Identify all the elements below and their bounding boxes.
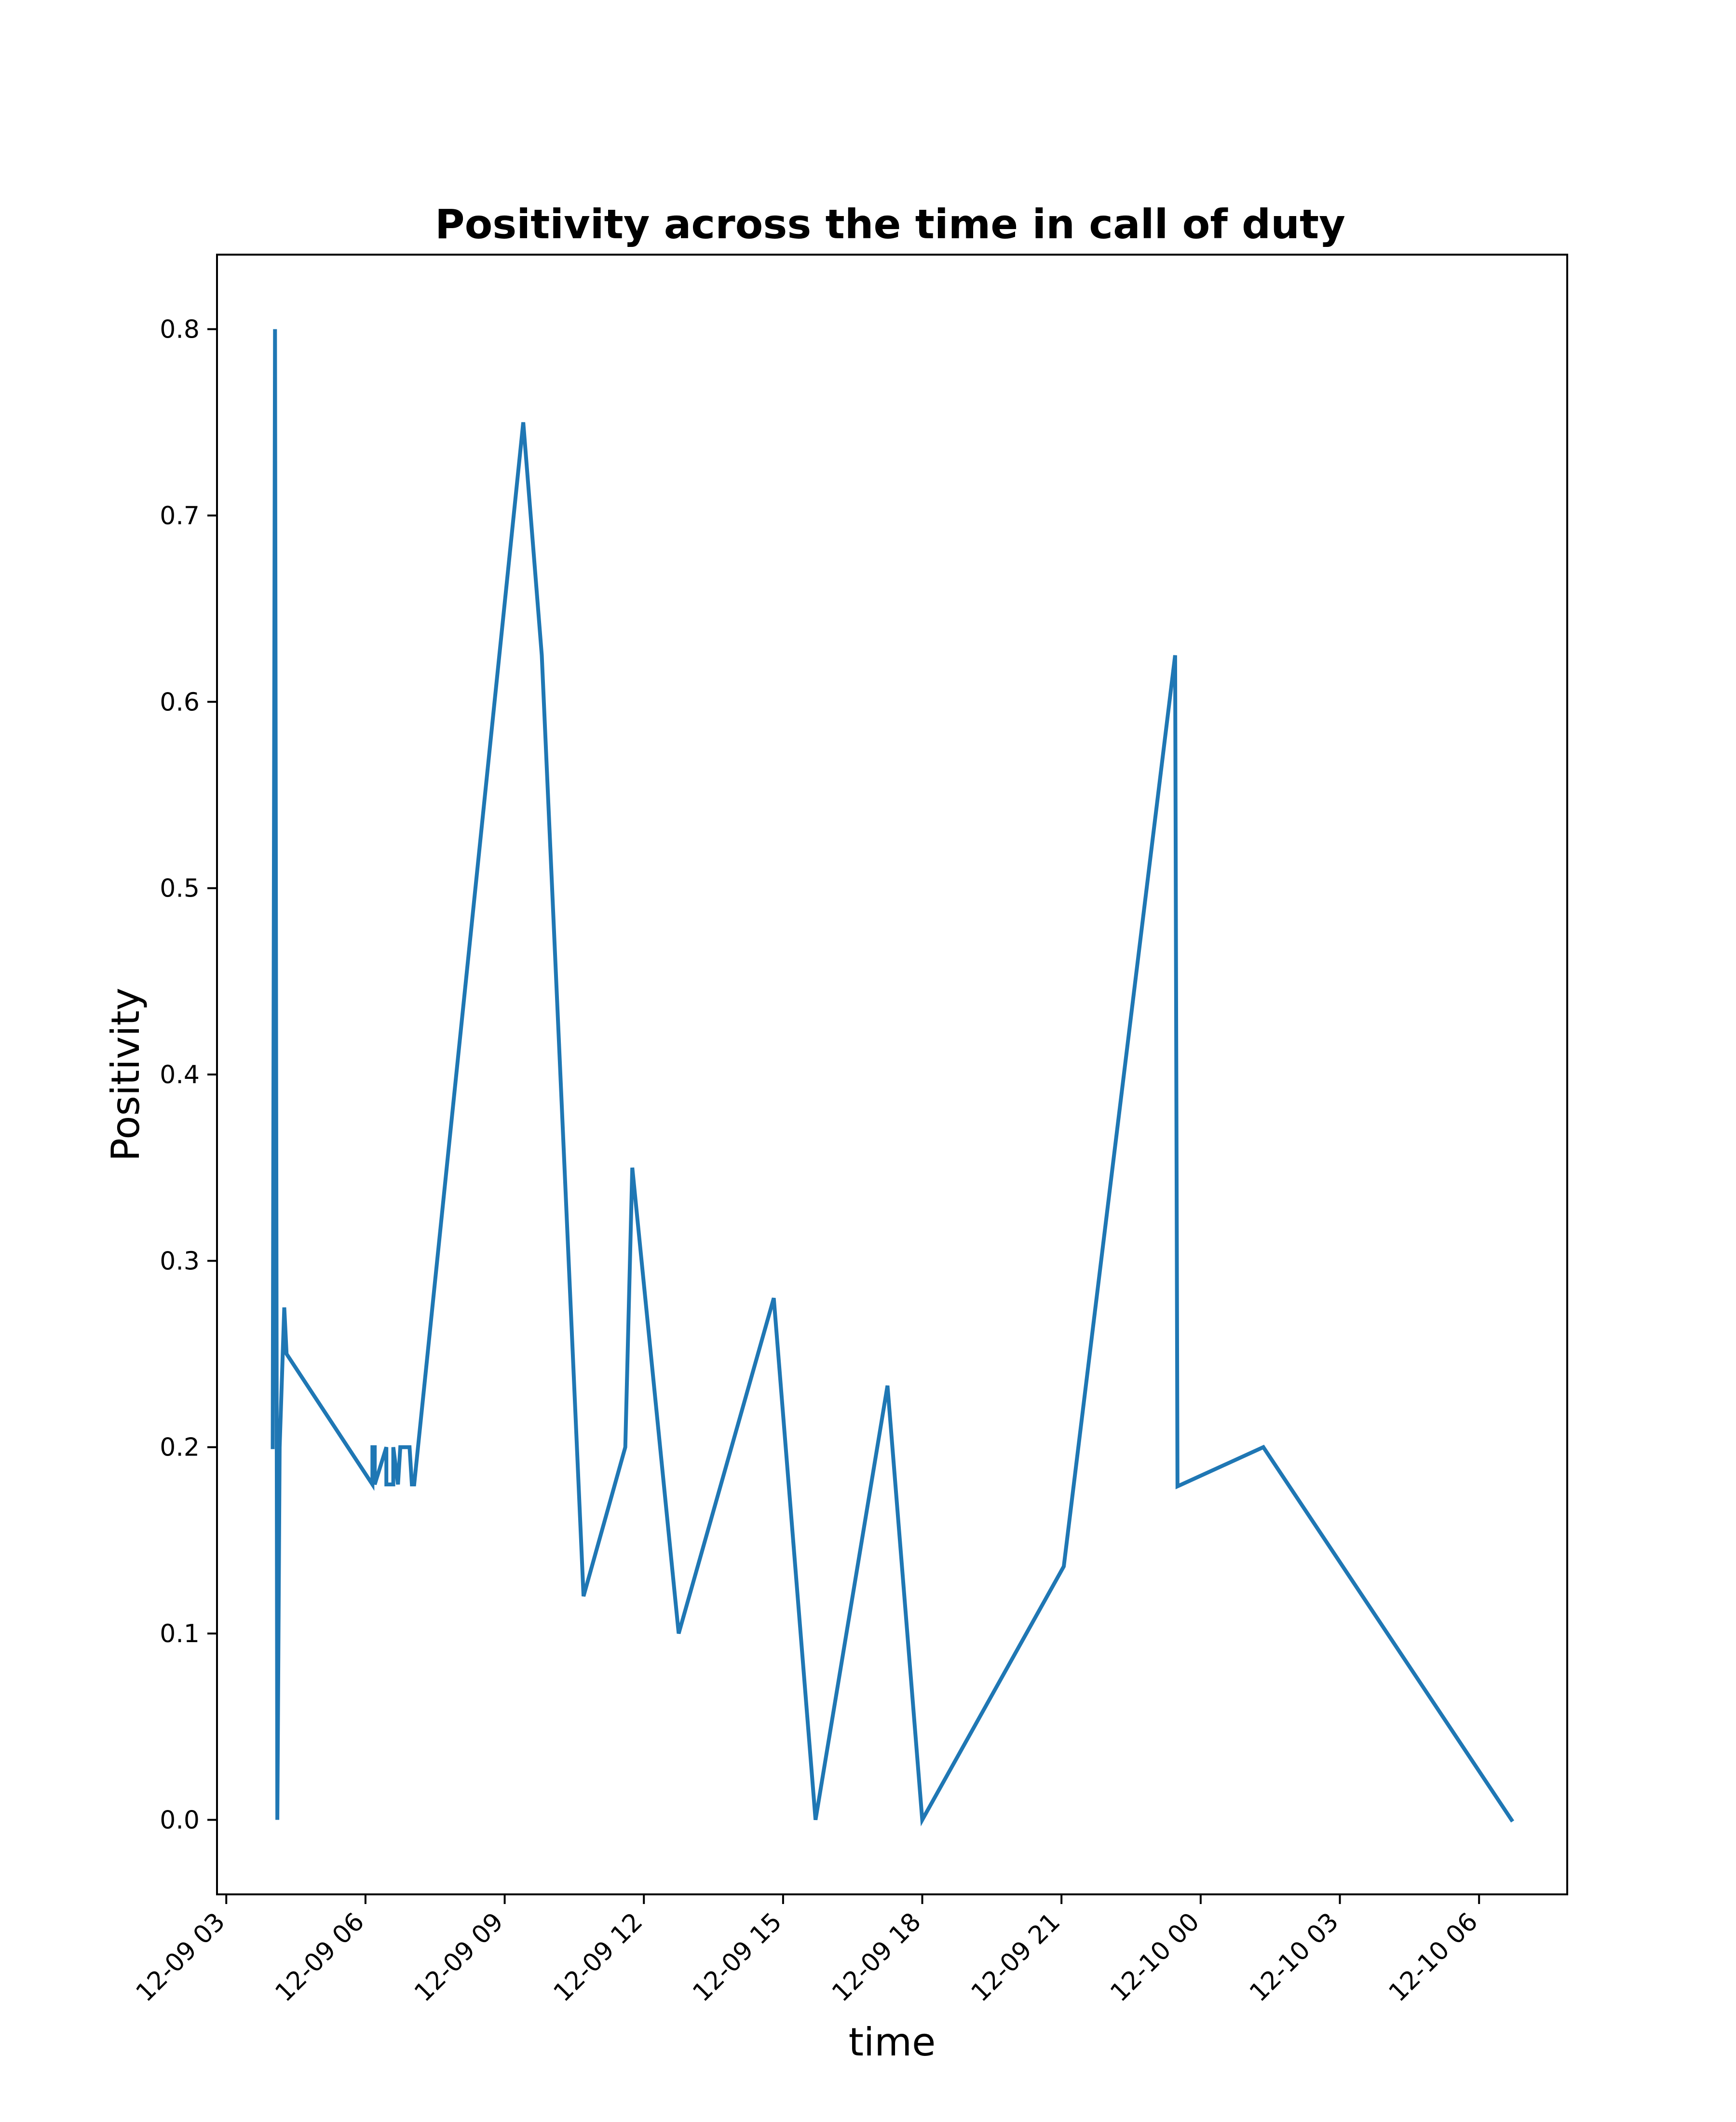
y-tick-label: 0.6 [160,688,200,717]
y-axis-ticks: 0.0 0.1 0.2 0.3 0.4 0.5 0.6 0.7 0.8 [160,315,217,1835]
y-tick-label: 0.0 [160,1806,200,1835]
y-axis-label: Positivity [103,988,148,1161]
chart-title: Positivity across the time in call of du… [435,201,1345,248]
x-axis-label: time [849,2020,936,2065]
y-tick-label: 0.8 [160,315,200,344]
y-tick-label: 0.3 [160,1247,200,1276]
y-tick-label: 0.5 [160,874,200,903]
y-tick-label: 0.1 [160,1619,200,1648]
y-tick-label: 0.7 [160,502,200,530]
series-layer [271,329,1515,1826]
positivity-series-line [271,329,1515,1826]
y-tick-label: 0.4 [160,1061,200,1089]
y-tick-label: 0.2 [160,1433,200,1462]
plot-frame [216,254,1568,1895]
